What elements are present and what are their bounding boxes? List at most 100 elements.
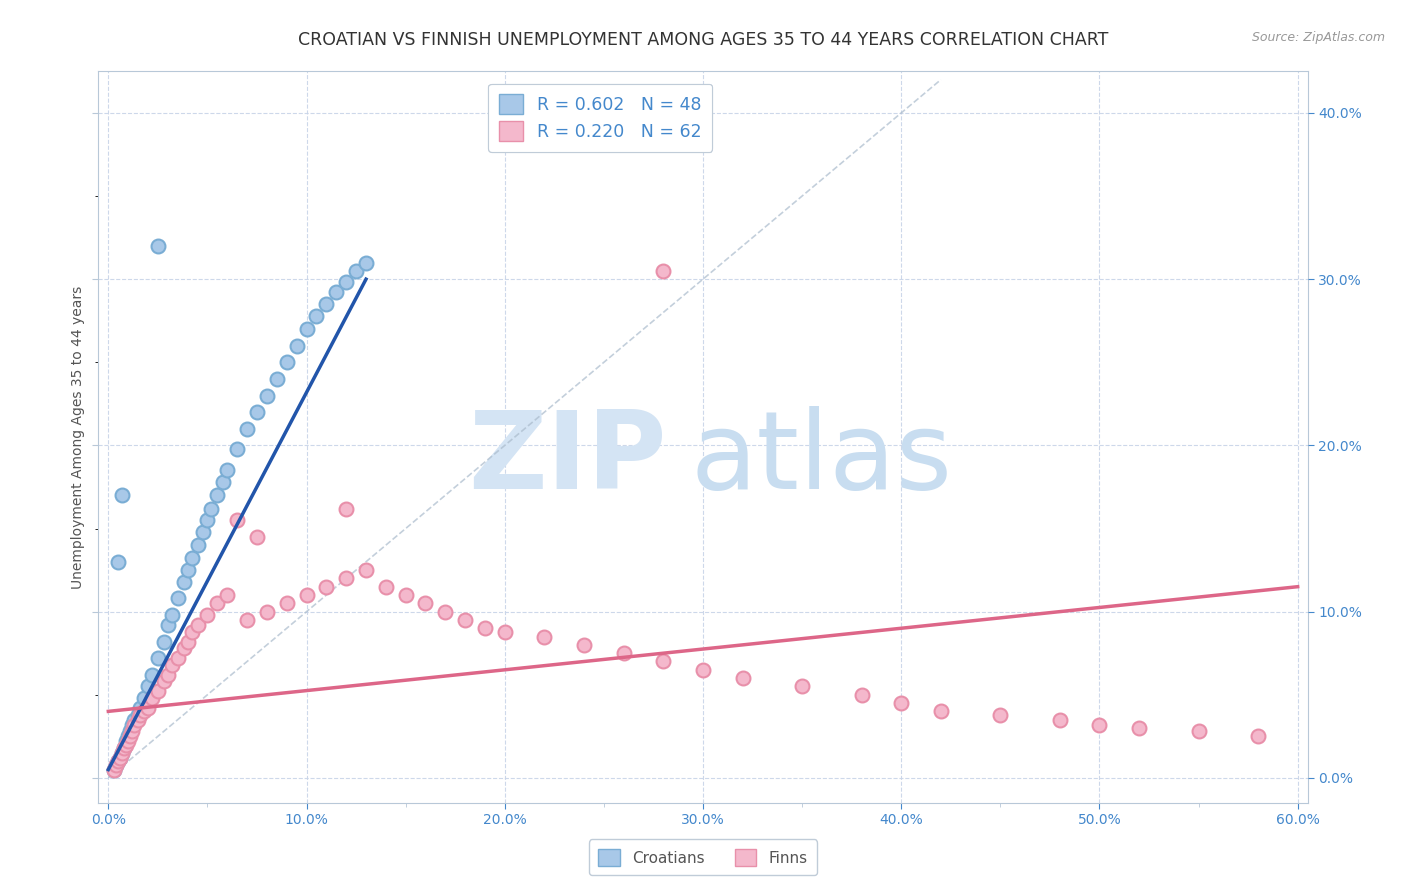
Point (111, 746, 134, 760)
Point (146, 684, 169, 698)
Text: Source: ZipAtlas.com: Source: ZipAtlas.com (1251, 31, 1385, 45)
Legend: Croatians, Finns: Croatians, Finns (589, 839, 817, 875)
Point (197, 513, 219, 527)
Point (354, 255, 377, 269)
Point (474, 621, 496, 635)
Point (1128, 721, 1150, 735)
Point (226, 513, 249, 527)
Point (112, 740, 135, 755)
Point (107, 754, 129, 768)
Point (193, 524, 215, 539)
Point (111, 488, 134, 502)
Point (176, 634, 198, 648)
Point (127, 707, 149, 722)
Text: atlas: atlas (690, 406, 953, 512)
Point (141, 691, 163, 706)
Text: ZIP: ZIP (468, 406, 666, 512)
Point (122, 717, 145, 731)
Point (315, 580, 337, 594)
Point (890, 696, 912, 710)
Point (186, 538, 208, 552)
Point (110, 751, 132, 765)
Point (652, 655, 675, 669)
Point (136, 701, 159, 715)
Point (335, 501, 357, 516)
Point (153, 634, 176, 648)
Point (105, 757, 128, 772)
Point (226, 442, 249, 456)
Point (276, 355, 298, 369)
Point (731, 671, 754, 685)
Point (112, 740, 135, 755)
Point (207, 596, 229, 610)
Point (256, 605, 278, 619)
Point (395, 588, 418, 602)
Point (613, 646, 636, 660)
Point (129, 707, 152, 722)
Point (256, 388, 278, 402)
Point (117, 729, 139, 743)
Point (988, 707, 1011, 722)
Point (572, 638, 595, 652)
Point (122, 713, 145, 727)
Point (929, 705, 952, 719)
Point (246, 405, 269, 419)
Point (121, 717, 143, 731)
Point (335, 571, 357, 585)
Point (276, 596, 298, 610)
Point (121, 724, 143, 739)
Point (494, 624, 516, 639)
Point (1049, 713, 1071, 727)
Point (132, 691, 155, 706)
Point (103, 763, 125, 777)
Point (692, 663, 714, 677)
Point (851, 688, 873, 702)
Point (153, 674, 176, 689)
Point (166, 591, 188, 606)
Point (217, 463, 239, 477)
Point (295, 588, 318, 602)
Point (246, 530, 269, 544)
Point (533, 630, 555, 644)
Point (127, 713, 149, 727)
Point (186, 618, 208, 632)
Point (197, 607, 219, 622)
Point (111, 746, 134, 760)
Point (207, 488, 229, 502)
Point (354, 563, 377, 577)
Point (212, 475, 235, 489)
Point (117, 734, 139, 748)
Point (103, 763, 125, 777)
Point (1187, 724, 1209, 739)
Point (180, 551, 202, 566)
Point (176, 563, 198, 577)
Point (173, 641, 195, 656)
Point (1247, 729, 1270, 743)
Point (156, 618, 179, 632)
Point (160, 607, 183, 622)
Point (415, 596, 437, 610)
Point (136, 680, 159, 694)
Point (652, 264, 675, 278)
Point (374, 580, 396, 594)
Point (173, 574, 195, 589)
Point (120, 724, 142, 739)
Point (115, 734, 138, 748)
Point (315, 297, 337, 311)
Point (454, 613, 477, 627)
Point (146, 651, 169, 665)
Point (295, 322, 318, 336)
Point (129, 701, 152, 715)
Point (790, 680, 813, 694)
Point (217, 588, 239, 602)
Point (120, 729, 142, 743)
Point (200, 501, 222, 516)
Point (285, 338, 308, 352)
Point (266, 372, 288, 386)
Point (1088, 717, 1111, 731)
Point (335, 276, 357, 290)
Point (107, 555, 129, 569)
Text: CROATIAN VS FINNISH UNEMPLOYMENT AMONG AGES 35 TO 44 YEARS CORRELATION CHART: CROATIAN VS FINNISH UNEMPLOYMENT AMONG A… (298, 31, 1108, 49)
Point (105, 757, 128, 772)
Legend: R = 0.602   N = 48, R = 0.220   N = 62: R = 0.602 N = 48, R = 0.220 N = 62 (488, 84, 711, 152)
